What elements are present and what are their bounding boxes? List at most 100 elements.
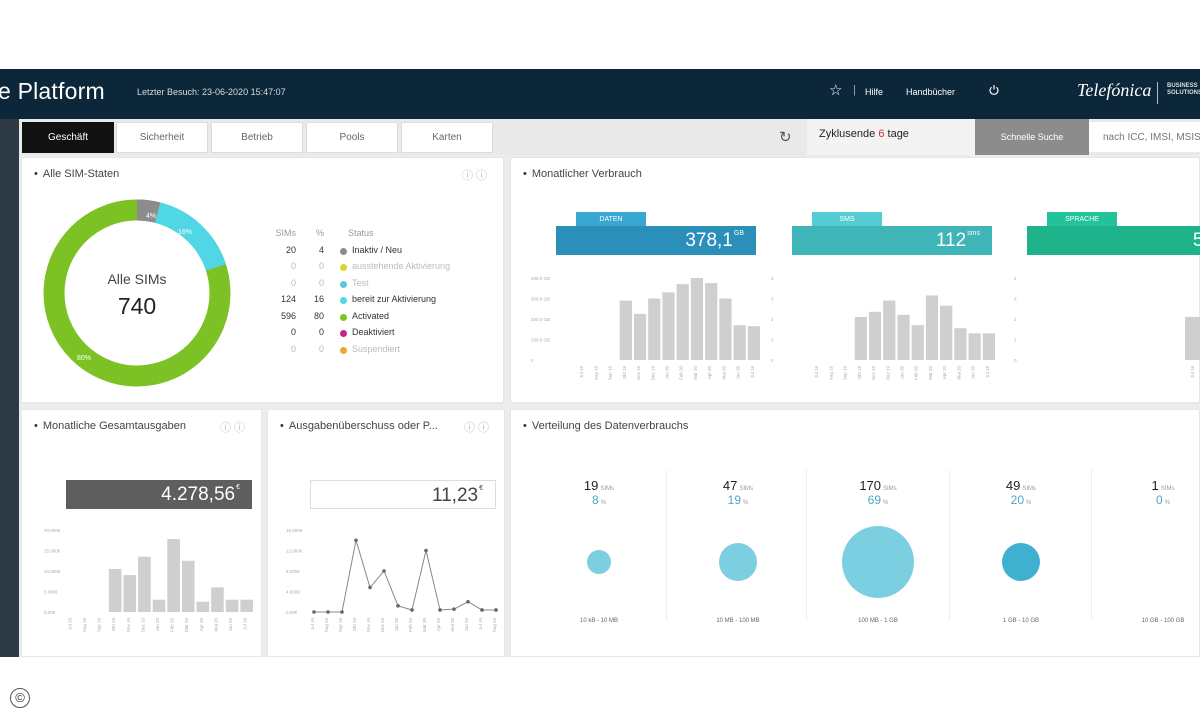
status-dot-icon: [340, 313, 347, 321]
distribution-count: 49 SIMs: [961, 478, 1081, 493]
distribution-divider: [949, 470, 950, 620]
distribution-bubble: [1001, 542, 1041, 582]
x-tick-label: Nov 19: [871, 366, 876, 381]
bar: [868, 311, 882, 360]
x-tick-label: Okt 19: [111, 618, 116, 632]
distribution-pct: 69%: [818, 493, 938, 507]
pct-unit: %: [883, 500, 889, 506]
x-tick-label: Apr 20: [707, 366, 712, 380]
refresh-icon[interactable]: ↻: [779, 129, 792, 146]
kpi-value: 112: [935, 230, 967, 251]
legend-status: Deaktiviert: [352, 327, 395, 337]
y-tick-label: 3: [771, 297, 774, 302]
x-tick-label: Okt 19: [352, 618, 357, 632]
line-point: [424, 548, 428, 553]
panel-help-icon[interactable]: ⓘ ⓘ: [462, 170, 488, 182]
count-unit: SIMs: [600, 486, 615, 492]
tab-karten[interactable]: Karten: [401, 122, 493, 153]
pct-unit: %: [1164, 500, 1171, 506]
distribution-count: 47 SIMs: [678, 478, 798, 493]
kpi-value: 55: [1192, 230, 1200, 251]
kpi-tile: 112sms: [792, 226, 992, 255]
line-point: [410, 608, 414, 612]
legend-sims: 0: [290, 343, 296, 354]
spend-unit: €: [236, 484, 240, 491]
y-tick-label: 0: [1014, 358, 1017, 363]
panel-title: Verteilung des Datenverbrauchs: [523, 420, 689, 432]
bar: [619, 300, 632, 360]
x-tick-label: Jul 19: [310, 618, 315, 631]
panel-help-icon[interactable]: ⓘ ⓘ: [220, 422, 246, 434]
legend-sims: 20: [285, 244, 296, 255]
x-tick-label: Aug 19: [324, 618, 329, 633]
overage-total: 11,23€: [310, 480, 496, 509]
x-tick-label: Jan 20: [900, 366, 905, 380]
star-icon[interactable]: ☆: [829, 82, 843, 99]
legend-pct: 0: [318, 261, 324, 271]
overage-value: 11,23: [431, 485, 479, 506]
bar: [883, 300, 896, 360]
y-tick-label: 200,0 GB: [531, 317, 550, 322]
tab-sicherheit[interactable]: Sicherheit: [116, 122, 208, 153]
overage-unit: €: [479, 485, 483, 492]
legend-header-sims: SIMs: [275, 228, 296, 238]
manuals-link[interactable]: Handbücher: [906, 87, 956, 97]
panel-title: Alle SIM-Staten: [34, 168, 119, 180]
y-tick-label: 1: [1014, 338, 1017, 343]
tab-betrieb[interactable]: Betrieb: [211, 122, 303, 153]
legend-status: Inaktiv / Neu: [352, 244, 403, 255]
line-point: [382, 569, 386, 573]
count-unit: SIMs: [1022, 486, 1037, 492]
y-tick-label: 10.000€: [44, 569, 61, 574]
y-tick-label: 1: [771, 338, 774, 343]
bar: [982, 333, 995, 360]
x-tick-label: Jul 19: [814, 366, 819, 379]
spend-value: 4.278,56: [161, 484, 236, 505]
power-icon[interactable]: [988, 84, 1000, 96]
bar: [167, 539, 180, 612]
tab-pools[interactable]: Pools: [306, 122, 398, 153]
help-link[interactable]: Hilfe: [865, 87, 884, 97]
bar: [181, 560, 195, 612]
bar: [108, 568, 122, 612]
legend-sims: 0: [290, 261, 296, 271]
count-unit: SIMs: [739, 486, 754, 492]
bar: [225, 599, 239, 612]
bar: [152, 599, 166, 612]
donut-label-inactive: 4%: [146, 213, 156, 220]
cycle-unit: tage: [887, 128, 909, 140]
bar: [676, 284, 689, 360]
y-tick-label: 0,00€: [44, 610, 56, 615]
line-point: [368, 585, 372, 590]
x-tick-label: Okt 19: [622, 366, 627, 380]
legend-header-pct: %: [315, 228, 324, 238]
panel-help-icon[interactable]: ⓘ ⓘ: [464, 422, 490, 434]
x-tick-label: Mai 20: [721, 366, 726, 380]
count-value: 1: [1151, 478, 1159, 493]
x-tick-label: Okt 19: [857, 366, 862, 380]
x-tick-label: Jul 19: [67, 618, 72, 631]
donut-label-activated: 80%: [77, 355, 91, 362]
distribution-bubble: [842, 526, 914, 598]
count-unit: SIMs: [883, 486, 897, 492]
bar: [733, 325, 746, 360]
bar: [719, 298, 732, 360]
line-point: [312, 610, 316, 614]
bar: [897, 314, 910, 360]
x-tick-label: Nov 19: [126, 618, 131, 633]
search-input[interactable]: [1089, 122, 1200, 152]
distribution-item: 47 SIMs 19% 10 MB - 100 MB: [678, 478, 798, 624]
quick-search-button[interactable]: Schnelle Suche: [975, 119, 1089, 155]
pct-value: 19: [727, 493, 741, 507]
cycle-end: Zyklusende 6 tage: [807, 119, 975, 155]
left-sidebar[interactable]: [0, 119, 19, 657]
kpi-unit: GB: [733, 230, 744, 237]
pct-value: 0: [1155, 493, 1163, 507]
pct-value: 8: [591, 493, 599, 507]
x-tick-label: Jun 20: [228, 618, 233, 632]
line-point: [340, 610, 344, 614]
legend-pct: 80: [313, 310, 324, 321]
tab-geschaeft[interactable]: Geschäft: [22, 122, 114, 153]
y-tick-label: 0: [531, 358, 534, 363]
x-tick-label: Feb 20: [914, 366, 919, 381]
